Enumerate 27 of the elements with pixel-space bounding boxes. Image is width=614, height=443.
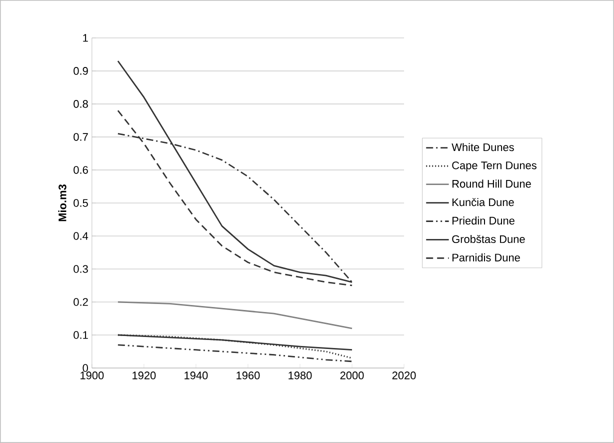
x-tick-label: 1920: [132, 372, 156, 380]
legend-label: Parnidis Dune: [452, 253, 520, 262]
x-tick-label: 1960: [236, 372, 260, 380]
y-tick-label: 0.6: [74, 166, 88, 174]
legend-label: Kunčia Dune: [452, 198, 514, 206]
legend-label: Round Hill Dune: [452, 180, 531, 188]
legend-label: Grobštas Dune: [452, 234, 525, 244]
x-tick-label: 1980: [288, 372, 312, 380]
y-tick-label: 0.5: [74, 199, 88, 207]
y-tick-label: 0.9: [74, 67, 88, 75]
y-tick-label: 0.2: [74, 298, 88, 306]
y-tick-label: 0.3: [74, 265, 88, 273]
y-axis-title: Mio.m3: [58, 184, 66, 222]
legend-label: Cape Tern Dunes: [452, 162, 536, 172]
x-tick-label: 2000: [340, 372, 364, 380]
y-tick-label: 0.8: [74, 100, 88, 108]
line-series: [117, 301, 353, 330]
y-tick-label: 0.1: [74, 331, 88, 339]
legend-label: White Dunes: [452, 143, 514, 152]
x-tick-label: 1940: [184, 372, 208, 380]
x-tick-label: 2020: [392, 372, 416, 380]
y-tick-label: 0.4: [74, 232, 88, 240]
y-tick-label: 0: [82, 364, 88, 372]
x-tick-label: 1900: [80, 372, 104, 380]
legend-label: Priedin Dune: [452, 216, 514, 225]
y-tick-label: 0.7: [74, 133, 88, 141]
y-tick-label: 1: [83, 34, 88, 42]
